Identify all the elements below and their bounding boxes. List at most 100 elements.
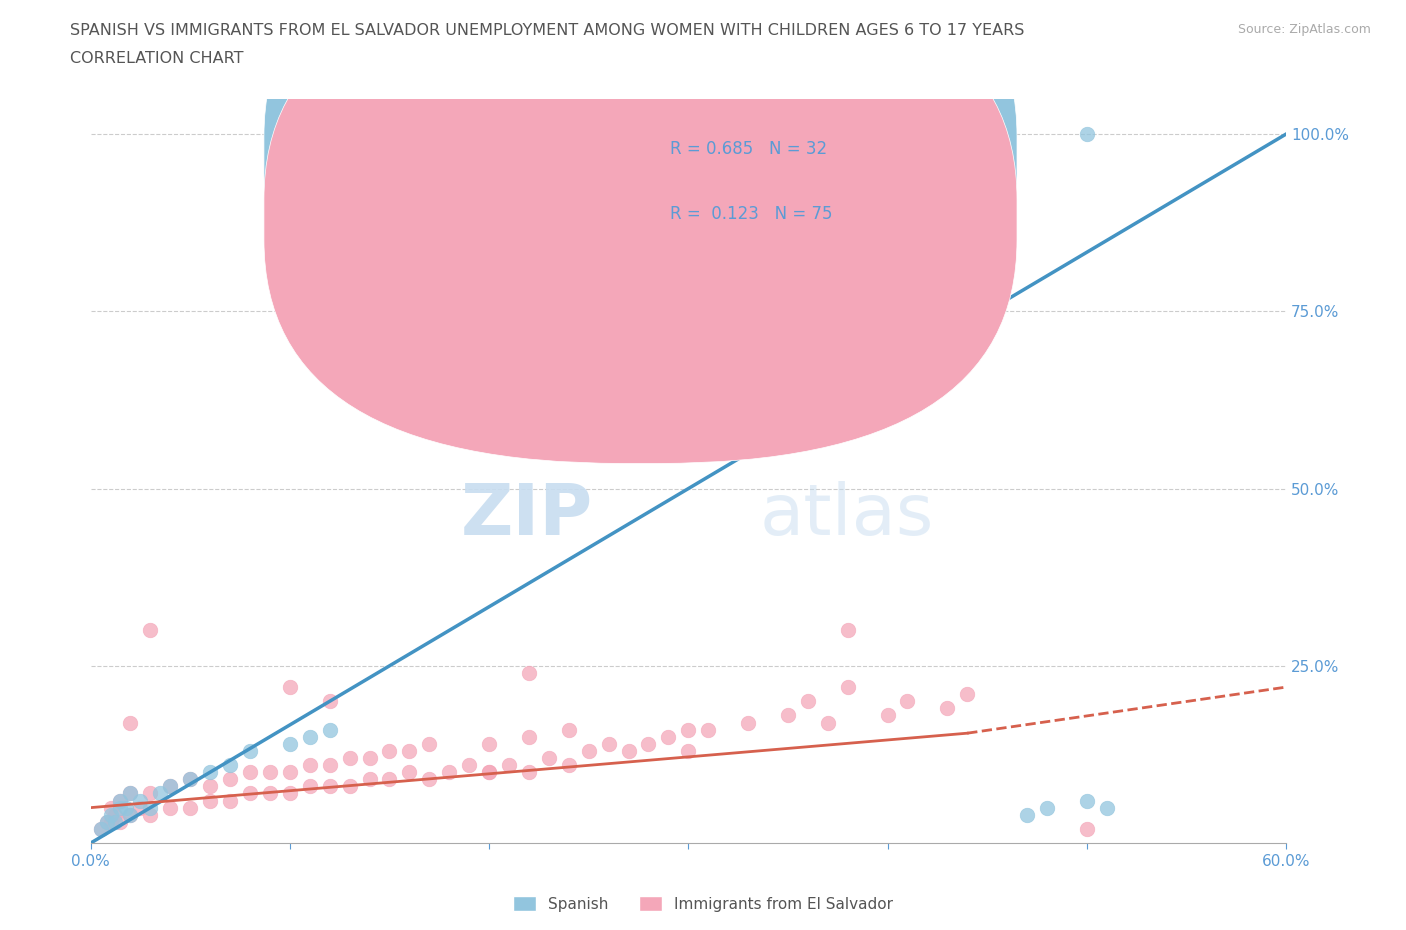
Point: [115, 800, 138, 815]
Point: [478, 764, 501, 779]
Point: [198, 793, 221, 808]
Point: [90, 821, 112, 836]
FancyBboxPatch shape: [264, 0, 1017, 463]
Point: [956, 686, 979, 701]
Point: [657, 729, 679, 744]
Point: [96, 815, 118, 830]
Point: [598, 205, 620, 219]
Text: SPANISH VS IMMIGRANTS FROM EL SALVADOR UNEMPLOYMENT AMONG WOMEN WITH CHILDREN AG: SPANISH VS IMMIGRANTS FROM EL SALVADOR U…: [70, 23, 1025, 38]
Point: [239, 786, 262, 801]
Text: Source: ZipAtlas.com: Source: ZipAtlas.com: [1237, 23, 1371, 36]
Point: [617, 197, 640, 212]
Point: [797, 694, 820, 709]
Text: R =  0.123   N = 75: R = 0.123 N = 75: [671, 206, 832, 223]
Point: [936, 701, 959, 716]
Point: [398, 743, 420, 758]
Point: [110, 815, 132, 830]
Point: [139, 807, 162, 822]
Point: [339, 779, 361, 794]
Point: [139, 800, 162, 815]
Point: [129, 800, 152, 815]
Point: [1076, 126, 1098, 141]
Point: [278, 737, 301, 751]
Point: [159, 779, 181, 794]
Point: [837, 680, 859, 695]
Point: [100, 815, 122, 830]
Point: [657, 205, 679, 219]
Point: [678, 723, 700, 737]
Point: [896, 694, 918, 709]
Point: [558, 758, 581, 773]
Text: ZIP: ZIP: [460, 481, 593, 550]
Point: [278, 680, 301, 695]
Point: [378, 772, 401, 787]
Point: [318, 758, 340, 773]
Point: [159, 779, 181, 794]
Point: [239, 743, 262, 758]
Point: [598, 737, 620, 751]
Text: CORRELATION CHART: CORRELATION CHART: [70, 51, 243, 66]
Point: [103, 807, 125, 822]
Point: [637, 212, 659, 227]
FancyBboxPatch shape: [264, 0, 1017, 400]
Point: [1076, 793, 1098, 808]
Point: [219, 793, 242, 808]
Point: [159, 800, 181, 815]
Point: [1015, 807, 1038, 822]
Point: [537, 751, 560, 765]
Point: [179, 772, 201, 787]
Point: [259, 764, 281, 779]
Point: [418, 772, 440, 787]
Point: [120, 786, 142, 801]
Point: [517, 729, 540, 744]
Point: [637, 737, 659, 751]
Point: [517, 764, 540, 779]
Point: [478, 764, 501, 779]
Point: [278, 786, 301, 801]
Point: [876, 708, 898, 723]
Point: [120, 807, 142, 822]
Point: [120, 786, 142, 801]
Point: [90, 821, 112, 836]
Point: [179, 800, 201, 815]
Point: [120, 715, 142, 730]
Point: [817, 715, 839, 730]
Point: [558, 723, 581, 737]
Point: [1095, 800, 1118, 815]
Point: [776, 708, 799, 723]
Point: [103, 815, 125, 830]
Point: [139, 623, 162, 638]
Point: [498, 758, 520, 773]
Point: [697, 432, 720, 446]
Point: [100, 807, 122, 822]
Point: [458, 758, 481, 773]
Legend: Spanish, Immigrants from El Salvador: Spanish, Immigrants from El Salvador: [506, 889, 900, 918]
Point: [678, 743, 700, 758]
Point: [418, 737, 440, 751]
Point: [339, 751, 361, 765]
Point: [259, 786, 281, 801]
Point: [298, 729, 321, 744]
Point: [517, 666, 540, 681]
Point: [378, 743, 401, 758]
Point: [439, 764, 461, 779]
Point: [837, 623, 859, 638]
Point: [110, 793, 132, 808]
Point: [398, 764, 420, 779]
Point: [298, 779, 321, 794]
Point: [129, 793, 152, 808]
Point: [139, 786, 162, 801]
Text: R = 0.685   N = 32: R = 0.685 N = 32: [671, 140, 828, 158]
Point: [737, 715, 759, 730]
Point: [96, 815, 118, 830]
Point: [478, 737, 501, 751]
Point: [678, 197, 700, 212]
Point: [110, 793, 132, 808]
Point: [1036, 800, 1059, 815]
Point: [578, 212, 600, 227]
Point: [149, 786, 172, 801]
Point: [359, 772, 381, 787]
Point: [318, 723, 340, 737]
Point: [110, 800, 132, 815]
Point: [318, 694, 340, 709]
